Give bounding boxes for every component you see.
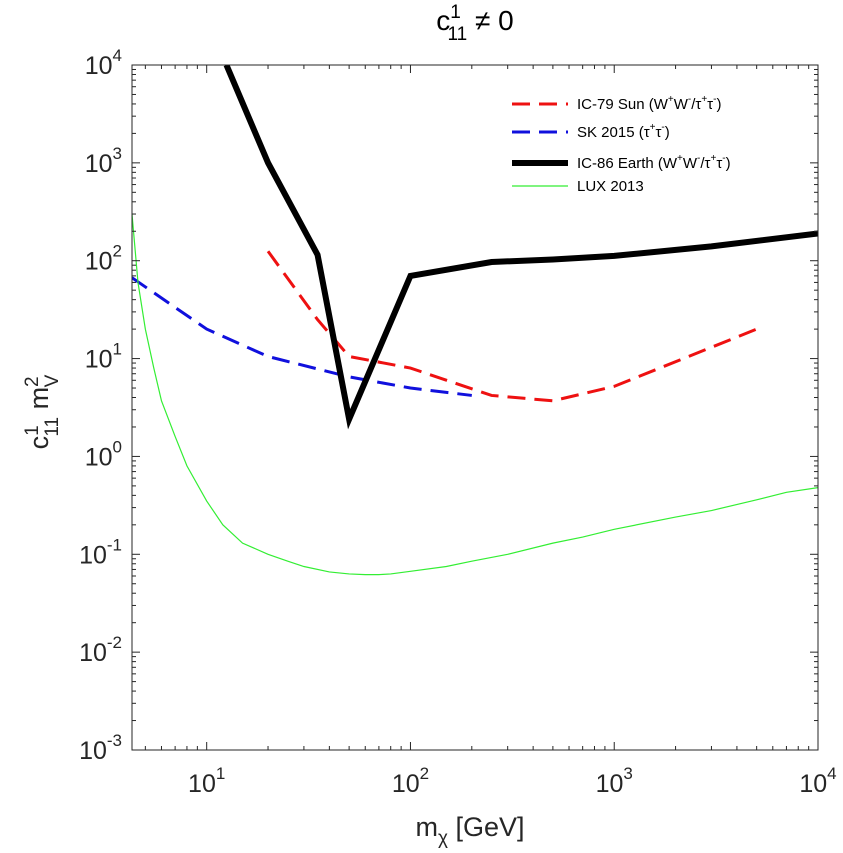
y-tick-label: 102 <box>85 242 122 276</box>
y-axis-label-group: c111 m2V <box>22 374 63 449</box>
x-tick-label: 102 <box>392 764 429 798</box>
y-axis-label: c111 m2V <box>22 374 63 449</box>
series-line-3 <box>223 65 818 430</box>
x-tick-labels: 101 102 103 104 <box>188 764 837 798</box>
y-tick-label: 10-1 <box>79 535 122 569</box>
x-tick-label: 103 <box>596 764 633 798</box>
series-layer <box>132 65 818 576</box>
plot-background <box>132 65 818 750</box>
tick-marks <box>132 64 819 751</box>
y-tick-label: 100 <box>85 437 122 471</box>
x-axis-label: mχ [GeV] <box>415 812 524 849</box>
legend-label-2: SK 2015 (τ+τ-) <box>577 122 670 141</box>
plot-frame <box>131 64 819 751</box>
chart-title: c1 11 ≠ 0 <box>436 2 513 45</box>
y-tick-labels: 10-3 10-2 10-1 100 101 102 103 104 <box>79 46 122 765</box>
y-tick-label: 10-3 <box>79 731 122 765</box>
series-line-1 <box>266 250 758 403</box>
legend: IC-79 Sun (W+W-/τ+τ-) SK 2015 (τ+τ-) IC-86… <box>512 94 731 195</box>
series-line-2 <box>132 276 472 397</box>
series-line-4 <box>132 213 818 576</box>
y-tick-label: 103 <box>85 144 122 178</box>
y-tick-label: 101 <box>85 340 122 374</box>
legend-label-1: IC-79 Sun (W+W-/τ+τ-) <box>577 94 721 113</box>
x-tick-label: 101 <box>188 764 225 798</box>
legend-label-3: IC-86 Earth (W+W-/τ+τ-) <box>577 153 731 172</box>
y-tick-label: 104 <box>85 46 122 80</box>
legend-label-4: LUX 2013 <box>577 178 644 195</box>
y-tick-label: 10-2 <box>79 633 122 667</box>
x-tick-label: 104 <box>799 764 836 798</box>
